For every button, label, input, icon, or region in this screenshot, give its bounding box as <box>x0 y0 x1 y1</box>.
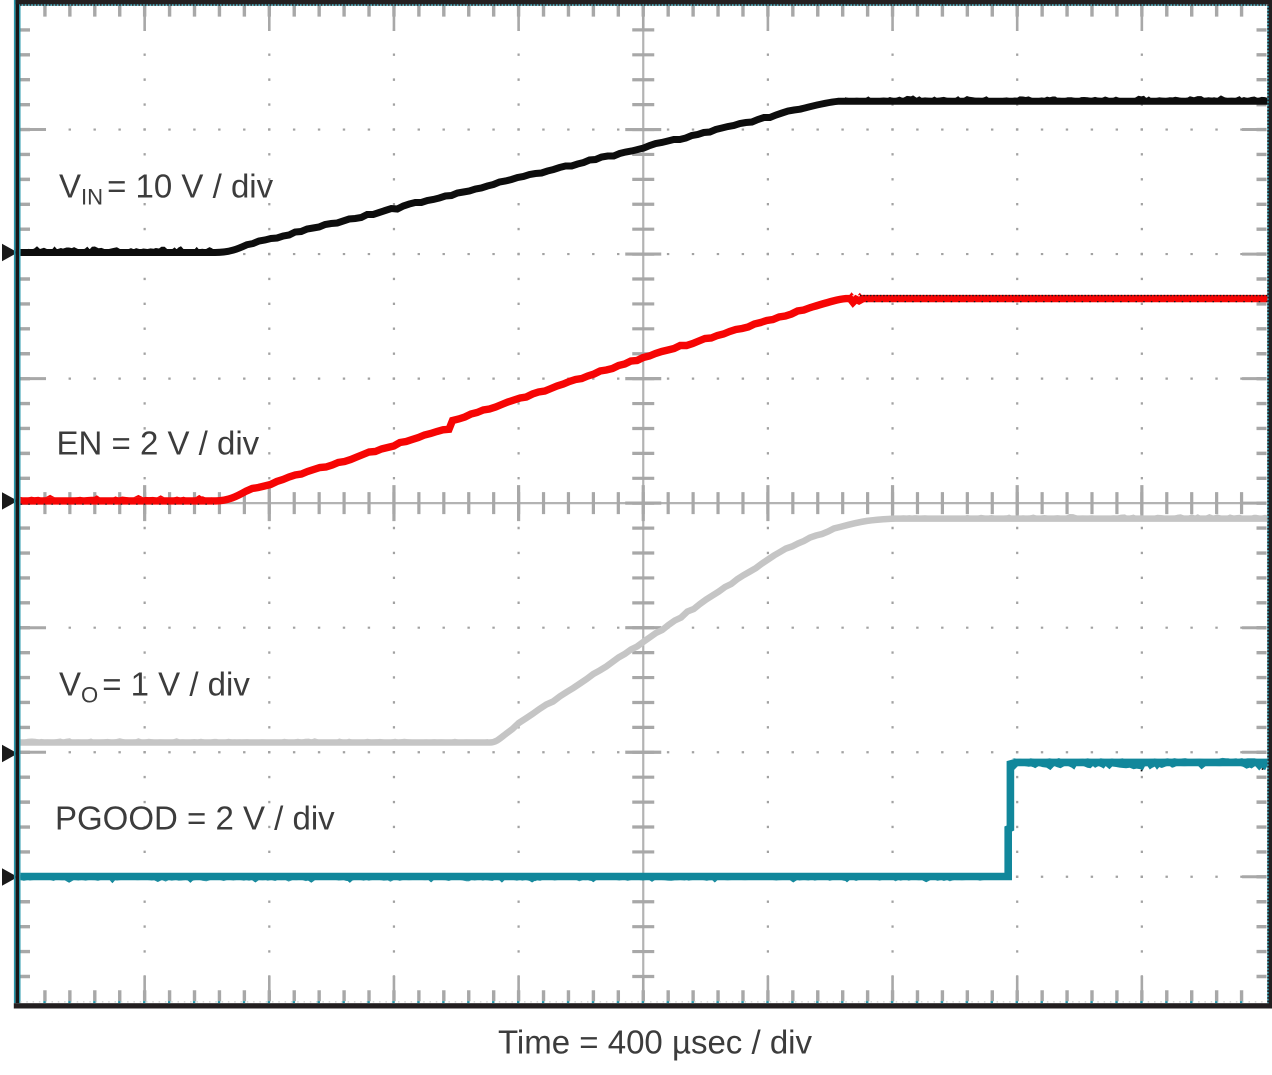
svg-text:PGOOD = 2 V / div: PGOOD = 2 V / div <box>55 800 335 837</box>
svg-text:Time = 400 µsec / div: Time = 400 µsec / div <box>498 1024 812 1061</box>
svg-text:VIN= 10 V / div: VIN = 10 V / div <box>59 167 274 209</box>
svg-text:EN = 2 V / div: EN = 2 V / div <box>57 425 260 462</box>
